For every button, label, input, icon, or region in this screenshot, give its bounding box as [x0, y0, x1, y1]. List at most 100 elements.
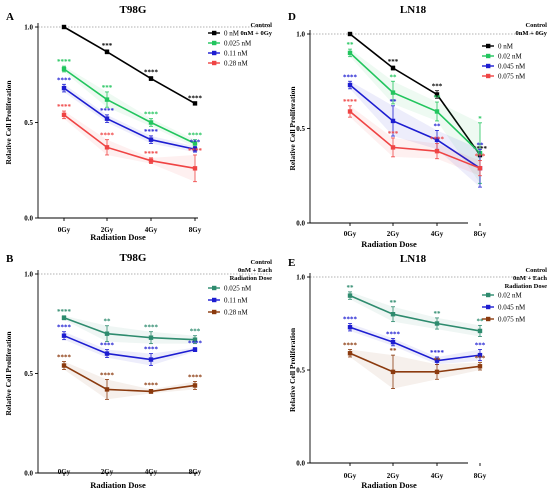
significance-label: **** — [343, 342, 358, 350]
y-tick-label: 1.0 — [24, 271, 33, 279]
data-point — [61, 85, 67, 91]
chart-title: T98G — [120, 4, 147, 16]
legend-label: 0.02 nM — [498, 292, 523, 300]
legend-label: 0.28 nM — [224, 309, 249, 317]
significance-label: **** — [188, 373, 203, 381]
legend-marker — [486, 43, 491, 49]
panel-letter: A — [6, 11, 14, 23]
data-point — [104, 387, 110, 392]
y-tick-label: 1.0 — [296, 31, 305, 39]
significance-label: **** — [100, 107, 115, 115]
legend-label: 0 nM — [224, 30, 240, 38]
significance-label: ** — [434, 122, 442, 130]
legend-label: 0.11 nM — [224, 297, 248, 305]
y-axis-label: Relative Cell Proliferation — [288, 86, 297, 171]
x-tick-label: 8Gy — [189, 226, 202, 234]
data-point — [61, 363, 67, 368]
series-error-band — [350, 81, 480, 188]
x-tick-label: 8Gy — [474, 230, 487, 238]
y-tick-label: 0.0 — [24, 470, 33, 478]
data-point — [148, 389, 154, 394]
y-tick-label: 0.5 — [296, 125, 305, 133]
panel-letter: D — [288, 11, 296, 23]
series-line — [63, 26, 196, 105]
significance-label: ** — [390, 347, 398, 355]
data-point — [347, 31, 353, 37]
significance-label: ** — [347, 41, 355, 49]
series-error-band — [64, 361, 195, 400]
significance-label: ** — [477, 317, 485, 325]
series-line — [63, 334, 196, 361]
significance-label: ** — [390, 299, 398, 307]
panel-letter: E — [288, 257, 295, 269]
x-axis-label: Radiation Dose — [90, 480, 146, 490]
control-label: Control — [250, 259, 272, 266]
y-axis-label: Relative Cell Proliferation — [4, 331, 13, 416]
data-point — [192, 383, 198, 388]
legend-label: 0 nM — [498, 43, 514, 51]
x-tick-label: 4Gy — [431, 230, 444, 238]
series-line — [63, 114, 196, 170]
significance-label: **** — [57, 58, 72, 66]
legend-label: 0.28 nM — [224, 60, 249, 68]
significance-label: **** — [188, 132, 203, 140]
significance-label: **** — [100, 371, 115, 379]
x-tick-label: 4Gy — [145, 468, 158, 476]
panel-letter: B — [6, 253, 14, 265]
significance-label: *** — [388, 58, 399, 66]
significance-label: **** — [144, 324, 159, 332]
legend-marker — [212, 40, 217, 46]
data-point — [104, 116, 110, 121]
series-error-band — [350, 105, 480, 176]
significance-label: **** — [57, 103, 72, 111]
significance-label: **** — [144, 111, 159, 119]
data-point — [347, 82, 353, 88]
legend-label: 0.025 nM — [224, 285, 252, 293]
data-point — [61, 24, 67, 30]
data-point — [347, 109, 353, 114]
data-point — [192, 101, 198, 106]
control-label: 0nM + 0Gy — [240, 30, 272, 37]
legend-label: 0.045 nM — [498, 304, 526, 312]
data-point — [104, 49, 110, 55]
significance-label: ** — [390, 98, 398, 106]
significance-label: *** — [388, 130, 399, 138]
legend-marker — [486, 73, 491, 79]
data-point — [347, 293, 353, 298]
x-axis-label: Radiation Dose — [90, 232, 146, 242]
significance-label: ** — [390, 73, 398, 81]
data-point — [104, 145, 110, 150]
data-point — [477, 165, 483, 171]
significance-label: **** — [144, 128, 159, 136]
data-point — [434, 321, 440, 326]
significance-label: **** — [343, 73, 358, 81]
control-label: 0nM + Each — [238, 267, 272, 274]
data-point — [434, 109, 440, 114]
data-point — [148, 76, 154, 81]
series-line — [63, 364, 196, 393]
significance-label: **** — [144, 150, 159, 158]
significance-label: *** — [190, 328, 201, 336]
legend-marker — [486, 292, 491, 298]
data-point — [477, 352, 483, 358]
series-error-band — [64, 315, 195, 344]
significance-label: ** — [477, 141, 485, 149]
control-label: Control — [525, 22, 547, 29]
data-point — [390, 118, 396, 124]
significance-label: ** — [434, 94, 442, 102]
data-point — [390, 145, 396, 150]
data-point — [61, 315, 67, 320]
data-point — [390, 65, 396, 71]
significance-label: **** — [343, 98, 358, 106]
significance-label: *** — [475, 153, 486, 161]
significance-label: **** — [100, 132, 115, 140]
chart-title: LN18 — [400, 4, 427, 16]
y-tick-label: 1.0 — [24, 24, 33, 32]
legend-marker — [486, 316, 491, 322]
y-tick-label: 1.0 — [296, 274, 305, 282]
control-label: Radiation Dose — [230, 275, 273, 282]
control-label: Control — [250, 22, 272, 29]
